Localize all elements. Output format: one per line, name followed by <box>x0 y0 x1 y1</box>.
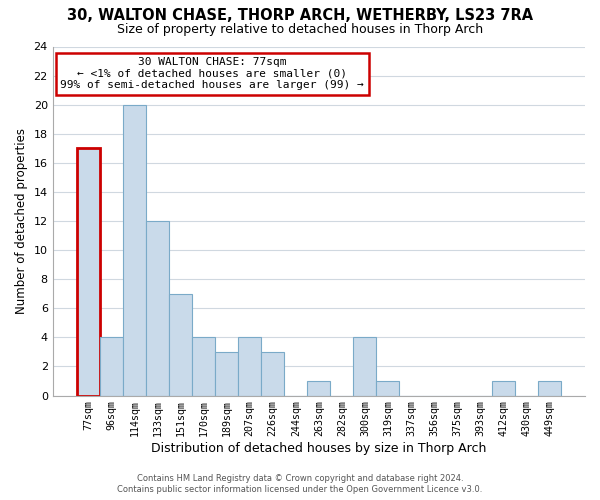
Bar <box>238 338 261 396</box>
Bar <box>307 381 331 396</box>
Bar <box>353 338 376 396</box>
Text: Contains HM Land Registry data © Crown copyright and database right 2024.
Contai: Contains HM Land Registry data © Crown c… <box>118 474 482 494</box>
Bar <box>538 381 561 396</box>
Bar <box>192 338 215 396</box>
Bar <box>100 338 123 396</box>
Bar <box>146 221 169 396</box>
Text: 30 WALTON CHASE: 77sqm
← <1% of detached houses are smaller (0)
99% of semi-deta: 30 WALTON CHASE: 77sqm ← <1% of detached… <box>61 57 364 90</box>
X-axis label: Distribution of detached houses by size in Thorp Arch: Distribution of detached houses by size … <box>151 442 487 455</box>
Text: 30, WALTON CHASE, THORP ARCH, WETHERBY, LS23 7RA: 30, WALTON CHASE, THORP ARCH, WETHERBY, … <box>67 8 533 22</box>
Bar <box>123 104 146 396</box>
Bar <box>376 381 400 396</box>
Bar <box>261 352 284 396</box>
Bar <box>169 294 192 396</box>
Y-axis label: Number of detached properties: Number of detached properties <box>15 128 28 314</box>
Bar <box>491 381 515 396</box>
Text: Size of property relative to detached houses in Thorp Arch: Size of property relative to detached ho… <box>117 22 483 36</box>
Bar <box>215 352 238 396</box>
Bar <box>77 148 100 396</box>
